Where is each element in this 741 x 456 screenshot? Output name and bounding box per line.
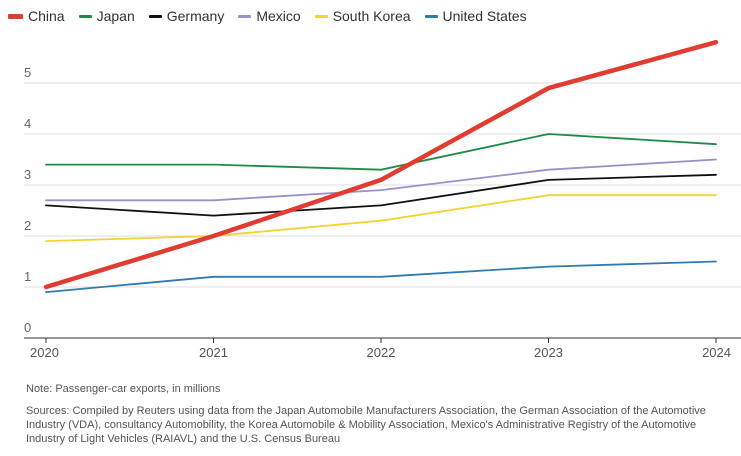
chart-sources: Sources: Compiled by Reuters using data … <box>26 405 706 445</box>
y-tick-label: 4 <box>24 116 31 131</box>
legend-item-united-states: United States <box>424 8 527 24</box>
legend-item-germany: Germany <box>148 8 225 24</box>
y-tick-label: 0 <box>24 320 31 335</box>
legend-swatch <box>424 14 438 18</box>
legend-swatch <box>78 14 92 18</box>
legend-label: Germany <box>166 8 225 24</box>
legend-label: Mexico <box>256 8 301 24</box>
legend-swatch <box>148 14 162 18</box>
x-tick-label: 2022 <box>367 345 396 360</box>
y-tick-label: 2 <box>24 218 31 233</box>
legend-swatch <box>238 14 252 18</box>
legend-label: Japan <box>96 8 135 24</box>
line-chart: 0 1 2 3 4 5 2020 2021 2022 2023 2024 <box>24 39 741 360</box>
legend-label: China <box>28 8 65 24</box>
legend-item-china: China <box>8 8 65 24</box>
legend-item-south-korea: South Korea <box>314 8 411 24</box>
x-tick-label: 2024 <box>702 345 731 360</box>
chart-note: Note: Passenger-car exports, in millions <box>26 383 221 395</box>
legend-item-japan: Japan <box>78 8 135 24</box>
x-tick-label: 2023 <box>534 345 563 360</box>
legend-swatch <box>8 13 23 19</box>
series-line-south-korea <box>45 194 717 243</box>
x-axis-tick-labels: 2020 2021 2022 2023 2024 <box>30 338 731 360</box>
y-tick-label: 5 <box>24 65 31 80</box>
series-lines <box>43 39 719 294</box>
y-tick-label: 3 <box>24 167 31 182</box>
y-axis-tick-labels: 0 1 2 3 4 5 <box>24 65 31 335</box>
series-line-china <box>43 39 719 290</box>
x-tick-label: 2020 <box>30 345 59 360</box>
gridlines <box>24 82 741 339</box>
x-tick-label: 2021 <box>199 345 228 360</box>
series-line-germany <box>45 173 717 217</box>
legend-label: United States <box>442 8 527 24</box>
legend: China Japan Germany Mexico South Korea United… <box>8 6 527 26</box>
series-line-japan <box>45 133 717 171</box>
legend-label: South Korea <box>332 8 411 24</box>
series-line-mexico <box>45 158 717 202</box>
legend-item-mexico: Mexico <box>238 8 301 24</box>
y-tick-label: 1 <box>24 269 31 284</box>
legend-swatch <box>314 14 328 18</box>
series-line-united-states <box>45 260 717 294</box>
